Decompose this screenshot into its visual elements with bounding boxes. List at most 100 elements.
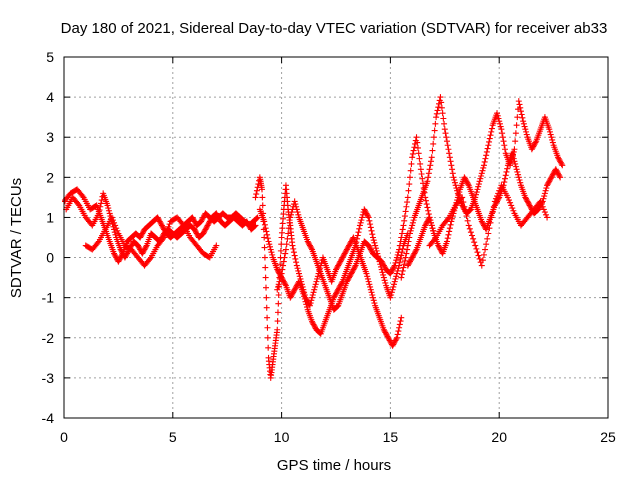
data-point bbox=[494, 110, 501, 117]
data-point bbox=[425, 170, 432, 177]
data-point bbox=[399, 245, 406, 252]
data-point bbox=[388, 291, 395, 298]
data-point bbox=[262, 264, 269, 271]
data-point bbox=[477, 175, 484, 182]
data-point bbox=[368, 227, 375, 234]
data-point bbox=[512, 160, 519, 167]
data-point bbox=[511, 146, 518, 153]
data-point bbox=[512, 163, 519, 170]
data-point bbox=[483, 148, 490, 155]
x-axis-label: GPS time / hours bbox=[277, 457, 391, 474]
data-point bbox=[396, 259, 403, 266]
data-point bbox=[504, 165, 511, 172]
data-point bbox=[264, 324, 271, 331]
data-point bbox=[532, 139, 539, 146]
data-point bbox=[556, 172, 563, 179]
data-point bbox=[404, 242, 411, 249]
data-point bbox=[488, 214, 495, 221]
data-point bbox=[415, 150, 422, 157]
data-point bbox=[367, 286, 374, 293]
data-point bbox=[75, 201, 82, 208]
data-point bbox=[179, 221, 186, 228]
data-point bbox=[399, 271, 406, 278]
data-point bbox=[395, 328, 402, 335]
data-point bbox=[522, 126, 529, 133]
data-point bbox=[446, 150, 453, 157]
data-point bbox=[424, 204, 431, 211]
data-point bbox=[411, 144, 418, 151]
data-point bbox=[508, 202, 515, 209]
data-point bbox=[431, 127, 438, 134]
data-point bbox=[490, 203, 497, 210]
data-point bbox=[518, 111, 525, 118]
data-point bbox=[473, 189, 480, 196]
data-point bbox=[263, 284, 270, 291]
data-point bbox=[393, 334, 400, 341]
data-point bbox=[482, 246, 489, 253]
data-point bbox=[424, 178, 431, 185]
data-point bbox=[501, 179, 508, 186]
data-point bbox=[95, 210, 102, 217]
data-point bbox=[294, 265, 301, 272]
data-point bbox=[499, 134, 506, 141]
data-point bbox=[414, 139, 421, 146]
data-point bbox=[398, 234, 405, 241]
x-tick-label: 20 bbox=[491, 429, 507, 445]
data-point bbox=[537, 198, 544, 205]
data-point bbox=[406, 230, 413, 237]
data-point bbox=[253, 191, 260, 198]
data-point bbox=[292, 201, 299, 208]
data-point bbox=[97, 203, 104, 210]
data-point bbox=[444, 142, 451, 149]
data-point bbox=[357, 219, 364, 226]
data-point bbox=[474, 249, 481, 256]
data-point bbox=[274, 326, 281, 333]
data-point bbox=[547, 131, 554, 138]
data-point bbox=[446, 154, 453, 161]
data-point bbox=[392, 259, 399, 266]
data-point bbox=[265, 238, 272, 245]
data-point bbox=[485, 230, 492, 237]
data-point bbox=[409, 150, 416, 157]
data-point bbox=[114, 227, 121, 234]
data-point bbox=[442, 130, 449, 137]
data-point bbox=[370, 297, 377, 304]
data-point bbox=[519, 114, 526, 121]
data-point bbox=[293, 203, 300, 210]
data-point bbox=[441, 120, 448, 127]
data-point bbox=[504, 194, 511, 201]
data-point bbox=[443, 238, 450, 245]
y-tick-label: -3 bbox=[42, 370, 55, 386]
data-point bbox=[413, 134, 420, 141]
data-point bbox=[475, 181, 482, 188]
data-point bbox=[308, 297, 315, 304]
data-point bbox=[451, 179, 458, 186]
data-point bbox=[410, 147, 417, 154]
data-point bbox=[278, 241, 285, 248]
data-point bbox=[515, 174, 522, 181]
data-point bbox=[557, 174, 564, 181]
data-point bbox=[456, 189, 463, 196]
data-point bbox=[443, 134, 450, 141]
data-point bbox=[447, 221, 454, 228]
data-point bbox=[470, 235, 477, 242]
data-point bbox=[429, 147, 436, 154]
data-point bbox=[494, 193, 501, 200]
data-point bbox=[430, 140, 437, 147]
data-point bbox=[282, 246, 289, 253]
data-point bbox=[404, 199, 411, 206]
data-point bbox=[294, 209, 301, 216]
data-point bbox=[509, 152, 516, 159]
data-point bbox=[314, 275, 321, 282]
data-point bbox=[488, 125, 495, 132]
data-point bbox=[109, 217, 116, 224]
data-point bbox=[259, 202, 266, 209]
data-point bbox=[430, 227, 437, 234]
data-point bbox=[369, 231, 376, 238]
data-point bbox=[252, 194, 259, 201]
data-point bbox=[289, 242, 296, 249]
data-point bbox=[481, 158, 488, 165]
data-point bbox=[307, 300, 314, 307]
data-point bbox=[311, 283, 318, 290]
